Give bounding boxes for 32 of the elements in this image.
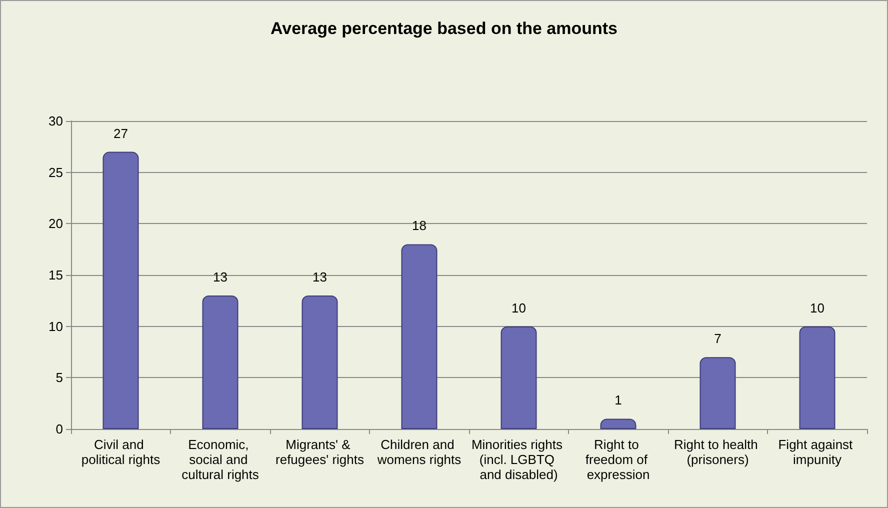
y-tick-label: 15 <box>48 268 63 282</box>
y-tick-label: 20 <box>48 216 63 232</box>
x-tick-label: Economic, social and cultural rights <box>182 437 260 482</box>
data-label: 18 <box>412 218 426 234</box>
bar <box>401 244 438 429</box>
y-tick-label: 30 <box>48 114 63 128</box>
x-tick-label: Fight against impunity <box>778 437 856 467</box>
bar <box>500 326 537 429</box>
chart-title: Average percentage based on the amounts <box>270 19 618 38</box>
x-tick-label: Minorities rights (incl. LGBTQ and disabled) <box>471 437 566 482</box>
bar <box>700 357 736 429</box>
bar <box>799 326 836 429</box>
data-label: 13 <box>312 270 327 285</box>
bar <box>102 152 139 429</box>
y-tick-label: 25 <box>48 164 63 180</box>
data-label: 27 <box>114 126 128 141</box>
data-label: 10 <box>810 300 824 316</box>
bar <box>302 296 338 429</box>
bar <box>202 296 238 429</box>
data-label: 13 <box>213 270 228 285</box>
data-label: 7 <box>714 331 722 346</box>
x-tick-label: Right to health (prisoners) <box>674 437 762 467</box>
data-label: 1 <box>614 392 622 408</box>
y-tick-label: 5 <box>56 370 63 386</box>
x-tick-label: Civil and political rights <box>81 437 161 467</box>
x-tick-label: Children and womens rights <box>376 437 462 467</box>
data-label: 10 <box>512 300 526 316</box>
y-tick-label: 10 <box>48 318 63 334</box>
bar <box>600 418 636 429</box>
x-tick-label: Right to freedom of expression <box>585 437 652 482</box>
y-tick-label: 0 <box>56 422 63 436</box>
x-tick-label: Migrants' & refugees' rights <box>276 437 364 467</box>
